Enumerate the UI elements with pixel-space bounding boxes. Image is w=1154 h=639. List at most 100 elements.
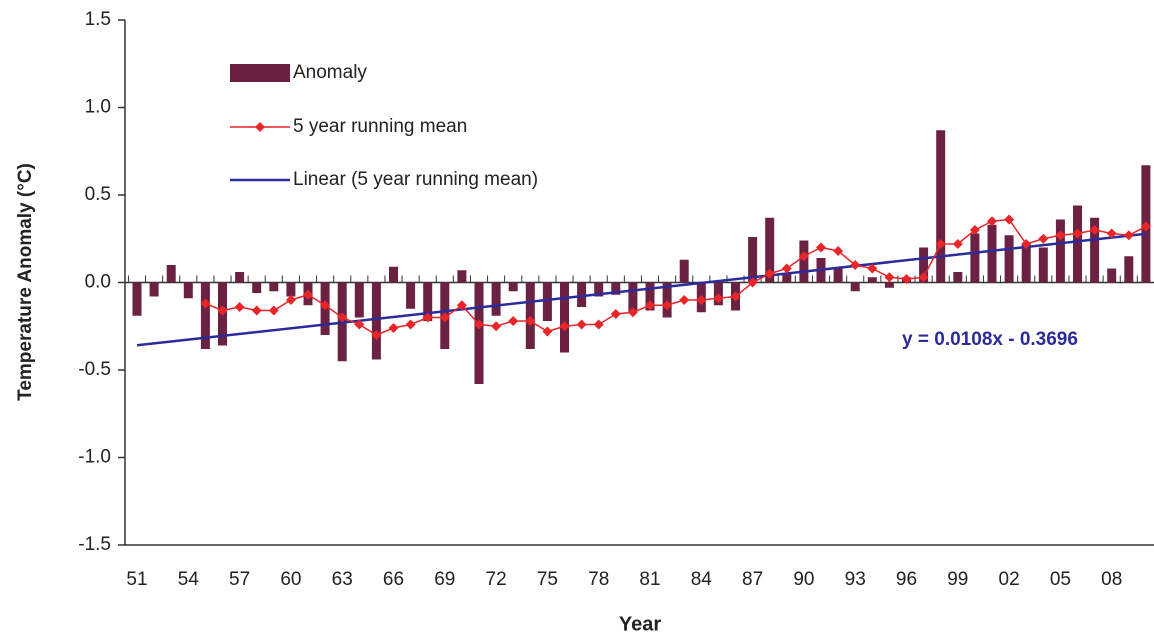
running-mean-marker [422,312,433,323]
running-mean-marker [285,295,296,305]
running-mean-marker [1021,239,1032,249]
y-tick-label: 1.0 [85,97,111,118]
x-tick-label: 02 [999,569,1020,590]
running-mean-marker [337,312,348,323]
legend-swatch [255,122,265,132]
running-mean-marker [833,246,844,256]
bar [508,282,518,292]
x-tick-label: 78 [588,569,609,590]
bar [542,282,552,321]
legend-label: Linear (5 year running mean) [293,169,538,190]
running-mean-marker [952,239,963,249]
running-mean-marker [867,263,878,274]
x-tick-label: 05 [1050,569,1071,590]
x-tick-label: 99 [947,569,968,590]
bar [1073,205,1082,283]
running-mean-marker [593,319,604,330]
bar [457,270,467,283]
x-tick-label: 75 [537,569,558,590]
bar [235,272,245,283]
bar [611,282,621,295]
bar [953,272,963,283]
running-mean-marker [251,305,262,316]
bar [1004,235,1014,283]
bar [594,282,604,297]
running-mean-marker [850,260,861,270]
running-mean-marker [200,298,211,309]
bar [987,224,997,283]
running-mean-marker [491,321,502,332]
running-mean-marker [303,289,313,300]
running-mean-marker [696,295,707,305]
running-mean-marker [576,319,587,330]
bar [799,240,809,283]
running-mean-marker [935,239,946,249]
x-tick-label: 08 [1101,569,1122,590]
running-mean-marker [1089,225,1100,235]
running-mean-marker [713,293,724,304]
bar [423,282,433,321]
y-tick-label: -1.5 [78,534,111,555]
running-mean-marker [525,316,536,326]
bar [919,247,929,283]
bar [782,273,792,283]
running-mean-marker [559,321,570,332]
x-tick-label: 90 [793,569,814,590]
running-mean-marker [662,300,673,311]
x-tick-label: 54 [178,569,200,590]
bar [166,265,176,283]
x-tick-label: 66 [383,569,404,590]
bar [474,282,484,384]
trend-line [136,232,1147,347]
running-mean-marker [1072,228,1083,239]
bar [867,277,877,283]
running-mean-marker [781,263,792,274]
running-mean-marker [816,242,826,253]
running-mean-marker [234,302,245,312]
running-mean-marker [645,300,655,311]
x-tick-label: 72 [486,569,507,590]
x-tick-label: 51 [126,569,147,590]
running-mean-marker [1106,228,1117,239]
y-tick-label: 0.5 [85,184,111,205]
legend-label: Anomaly [293,62,367,83]
running-mean-marker [627,307,638,318]
running-mean-marker [610,309,621,319]
y-tick-label: -1.0 [78,447,111,468]
bar [748,237,758,283]
running-mean-marker [1055,230,1066,241]
legend-swatch [230,64,290,82]
bar [1090,217,1100,283]
bar [850,282,860,292]
bar [286,282,296,297]
running-mean-marker [456,300,467,311]
bar [679,259,689,283]
bar [577,282,587,307]
bar [525,282,535,349]
running-mean-marker [987,216,997,227]
y-tick-label: -0.5 [78,359,111,380]
x-tick-label: 69 [434,569,455,590]
x-tick-label: 63 [332,569,353,590]
running-mean-marker [405,319,416,330]
bar [1021,244,1031,283]
running-mean-marker [217,305,228,316]
bar [371,282,381,360]
running-mean-marker [969,225,980,235]
bar [491,282,501,316]
running-mean-marker [730,291,741,302]
bar [183,282,193,299]
bar [970,233,980,283]
bar [354,282,364,318]
running-mean-marker [1038,233,1049,244]
running-mean-marker [747,277,758,288]
y-axis-label: Temperature Anomaly (°C) [15,163,36,401]
running-mean-marker [1004,214,1015,225]
running-mean-marker [474,319,484,330]
trend-equation: y = 0.0108x - 0.3696 [902,329,1078,350]
x-tick-label: 57 [229,569,250,590]
x-tick-label: 87 [742,569,763,590]
bar [1107,268,1117,283]
bar [269,282,279,292]
